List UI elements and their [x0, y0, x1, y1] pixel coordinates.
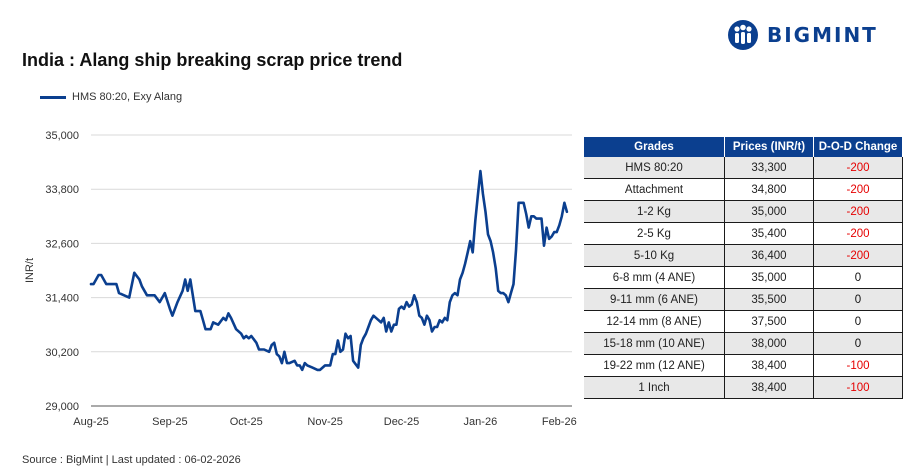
- price-trend-chart: 29,000 30,200 31,400 32,600 33,800 35,000 Aug-…: [24, 130, 577, 428]
- grade-cell: 6-8 mm (4 ANE): [584, 266, 725, 289]
- x-tick-label: Nov-25: [307, 416, 342, 428]
- y-tick-label: 31,400: [45, 293, 79, 305]
- source-note: Source : BigMint | Last updated : 06-02-…: [22, 454, 241, 466]
- header-prices: Prices (INR/t): [724, 137, 814, 157]
- chart-title: India : Alang ship breaking scrap price …: [22, 50, 403, 70]
- x-tick-label: Dec-25: [384, 416, 419, 428]
- legend-swatch: [40, 95, 66, 99]
- header-dod-change: D-O-D Change: [813, 137, 903, 157]
- table-row: 2-5 Kg 35,400 -200: [584, 222, 903, 245]
- x-tick-label: Sep-25: [152, 416, 187, 428]
- y-tick-label: 30,200: [45, 347, 79, 359]
- grade-cell: 19-22 mm (12 ANE): [584, 354, 725, 377]
- dod-change-cell: 0: [813, 332, 903, 355]
- table-header-row: Grades Prices (INR/t) D-O-D Change: [584, 137, 903, 157]
- y-tick-label: 35,000: [45, 130, 79, 142]
- series-line-hms-80-20: [89, 169, 569, 372]
- y-tick-label: 33,800: [45, 184, 79, 196]
- x-tick-label: Feb-26: [542, 416, 577, 428]
- price-cell: 37,500: [724, 310, 814, 333]
- table-row: HMS 80:20 33,300 -200: [584, 157, 903, 179]
- price-cell: 34,800: [724, 178, 814, 201]
- price-cell: 38,400: [724, 354, 814, 377]
- grade-cell: 2-5 Kg: [584, 222, 725, 245]
- legend-label: HMS 80:20, Exy Alang: [72, 91, 183, 103]
- dod-change-cell: 0: [813, 266, 903, 289]
- table-row: 12-14 mm (8 ANE) 37,500 0: [584, 310, 903, 333]
- price-cell: 38,400: [724, 376, 814, 399]
- y-tick-label: 32,600: [45, 238, 79, 250]
- table-row: 6-8 mm (4 ANE) 35,000 0: [584, 266, 903, 289]
- bigmint-people-icon: [728, 20, 758, 50]
- table-row: 15-18 mm (10 ANE) 38,000 0: [584, 332, 903, 355]
- bigmint-logo: BIGMINT: [727, 18, 878, 52]
- dod-change-cell: -100: [813, 376, 903, 399]
- grades-price-table: Grades Prices (INR/t) D-O-D Change HMS 8…: [584, 137, 903, 399]
- price-cell: 35,500: [724, 288, 814, 311]
- price-cell: 38,000: [724, 332, 814, 355]
- table-row: 19-22 mm (12 ANE) 38,400 -100: [584, 354, 903, 377]
- grade-cell: 5-10 Kg: [584, 244, 725, 267]
- grade-cell: 1-2 Kg: [584, 200, 725, 223]
- price-cell: 35,000: [724, 200, 814, 223]
- header-grades: Grades: [584, 137, 725, 157]
- price-cell: 33,300: [724, 157, 814, 179]
- chart-legend: HMS 80:20, Exy Alang: [40, 91, 182, 103]
- dod-change-cell: 0: [813, 288, 903, 311]
- table-row: 1 Inch 38,400 -100: [584, 376, 903, 399]
- price-cell: 35,400: [724, 222, 814, 245]
- price-cell: 35,000: [724, 266, 814, 289]
- dod-change-cell: -100: [813, 354, 903, 377]
- dod-change-cell: -200: [813, 244, 903, 267]
- table-row: 1-2 Kg 35,000 -200: [584, 200, 903, 223]
- price-cell: 36,400: [724, 244, 814, 267]
- dod-change-cell: -200: [813, 222, 903, 245]
- x-tick-label: Jan-26: [464, 416, 498, 428]
- dod-change-cell: -200: [813, 200, 903, 223]
- bigmint-logo-text: BIGMINT: [767, 23, 878, 47]
- grade-cell: 12-14 mm (8 ANE): [584, 310, 725, 333]
- y-tick-label: 29,000: [45, 401, 79, 413]
- grade-cell: HMS 80:20: [584, 157, 725, 179]
- table-row: 9-11 mm (6 ANE) 35,500 0: [584, 288, 903, 311]
- table-row: 5-10 Kg 36,400 -200: [584, 244, 903, 267]
- grade-cell: 1 Inch: [584, 376, 725, 399]
- x-tick-label: Aug-25: [73, 416, 108, 428]
- x-tick-label: Oct-25: [230, 416, 263, 428]
- dod-change-cell: -200: [813, 178, 903, 201]
- table-row: Attachment 34,800 -200: [584, 178, 903, 201]
- dod-change-cell: -200: [813, 157, 903, 179]
- y-axis-label: INR/t: [24, 258, 36, 283]
- grade-cell: 9-11 mm (6 ANE): [584, 288, 725, 311]
- grade-cell: Attachment: [584, 178, 725, 201]
- dod-change-cell: 0: [813, 310, 903, 333]
- grade-cell: 15-18 mm (10 ANE): [584, 332, 725, 355]
